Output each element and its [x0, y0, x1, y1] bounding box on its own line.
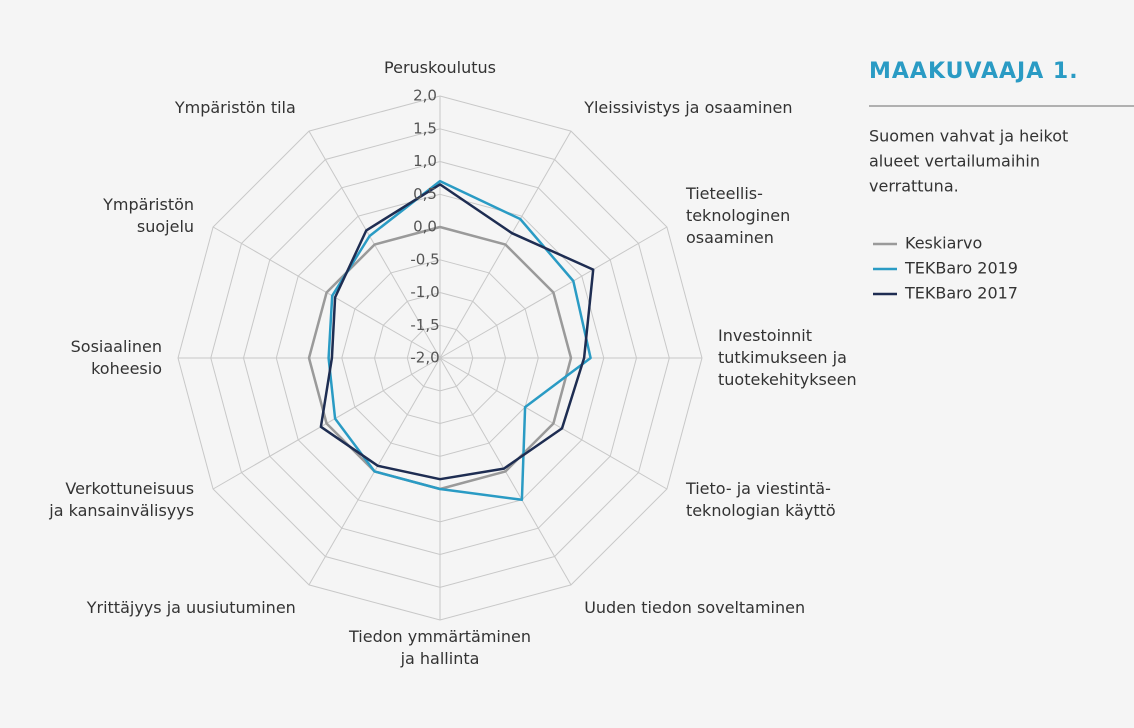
category-label-line: Yrittäjyys ja uusiutuminen [86, 597, 296, 616]
legend-label: TEKBaro 2017 [904, 284, 1018, 303]
series-line [327, 179, 592, 502]
category-label-line: Uuden tiedon soveltaminen [584, 597, 805, 616]
category-label-line: teknologinen [686, 206, 790, 225]
category-label-line: koheesio [91, 359, 162, 378]
category-label-line: tutkimukseen ja [718, 348, 847, 367]
y-tick-label: 2,0 [413, 87, 437, 105]
category-label: Tiedon ymmärtäminen ja hallinta [348, 627, 531, 668]
category-label: Tieteellis-teknologinen osaaminen [685, 184, 790, 247]
category-label-line: Yleissivistys ja osaaminen [583, 98, 792, 117]
category-label: Uuden tiedon soveltaminen [584, 597, 805, 616]
description-line: verrattuna. [869, 177, 959, 196]
category-label-line: suojelu [137, 217, 194, 236]
legend-label: Keskiarvo [905, 234, 982, 253]
category-label-line: tuotekehitykseen [718, 370, 857, 389]
y-tick-label: 1,5 [413, 119, 437, 137]
category-label: Yrittäjyys ja uusiutuminen [86, 597, 296, 616]
category-label-line: Investoinnit [718, 326, 812, 345]
category-label: Tieto- ja viestintä-teknologian käyttö [685, 479, 836, 520]
category-label-line: ja hallinta [400, 649, 480, 668]
category-label: Sosiaalinen koheesio [71, 337, 162, 378]
category-label-line: Ympäristön tila [174, 98, 296, 117]
category-label: Yleissivistys ja osaaminen [583, 98, 792, 117]
category-label-line: Ympäristön [102, 195, 194, 214]
category-label: Peruskoulutus [384, 58, 496, 77]
category-label-line: ja kansainvälisyys [48, 501, 194, 520]
category-label-line: teknologian käyttö [686, 501, 836, 520]
category-label: Verkottuneisuus ja kansainvälisyys [48, 479, 194, 520]
chart-title: MAAKUVAAJA 1. [869, 59, 1079, 84]
category-label-line: osaaminen [686, 228, 774, 247]
description-line: alueet vertailumaihin [869, 152, 1040, 171]
category-label-line: Tieto- ja viestintä- [685, 479, 831, 498]
y-tick-label: 0,0 [413, 218, 437, 236]
y-tick-label: -1,5 [410, 316, 439, 334]
category-label: Investoinnit tutkimukseen ja tuotekehityks… [718, 326, 857, 389]
series-line [319, 183, 595, 481]
category-label-line: Tieteellis- [685, 184, 763, 203]
y-tick-label: -1,0 [410, 283, 439, 301]
category-label: Ympäristön tila [174, 98, 296, 117]
category-label-line: Peruskoulutus [384, 58, 496, 77]
category-label-line: Sosiaalinen [71, 337, 162, 356]
category-label-line: Verkottuneisuus [65, 479, 194, 498]
y-tick-label: -0,5 [410, 250, 439, 268]
category-label-line: Tiedon ymmärtäminen [348, 627, 531, 646]
y-tick-label: -2,0 [410, 349, 439, 367]
description-line: Suomen vahvat ja heikot [869, 127, 1068, 146]
y-tick-label: 0,5 [413, 185, 437, 203]
category-label: Ympäristön suojelu [102, 195, 194, 236]
y-tick-label: 1,0 [413, 152, 437, 170]
legend-label: TEKBaro 2019 [904, 259, 1018, 278]
